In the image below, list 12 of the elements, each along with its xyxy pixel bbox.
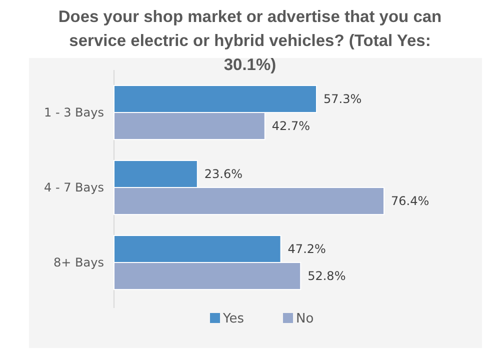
legend-label: No (296, 312, 314, 327)
y-tick-label: 8+ Bays (54, 256, 104, 270)
data-label: 52.8% (308, 269, 346, 284)
legend-label: Yes (222, 312, 244, 327)
y-tick-label: 1 - 3 Bays (44, 106, 104, 120)
data-label: 47.2% (288, 242, 326, 256)
y-tick-label: 4 - 7 Bays (44, 180, 104, 195)
data-label: 42.7% (272, 119, 310, 134)
data-label: 23.6% (204, 167, 243, 182)
chart-title: Does your shop market or advertise that you can service electric or hybrid vehicles? (Total Yes: 30.1%) (58, 8, 442, 74)
data-label: 76.4% (391, 194, 430, 208)
data-label: 57.3% (324, 92, 362, 106)
